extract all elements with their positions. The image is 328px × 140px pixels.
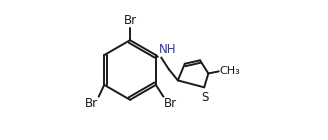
Text: Br: Br <box>123 14 136 27</box>
Text: NH: NH <box>158 43 176 56</box>
Text: Br: Br <box>85 97 98 110</box>
Text: Br: Br <box>164 97 177 110</box>
Text: S: S <box>201 91 209 104</box>
Text: CH₃: CH₃ <box>219 66 240 76</box>
